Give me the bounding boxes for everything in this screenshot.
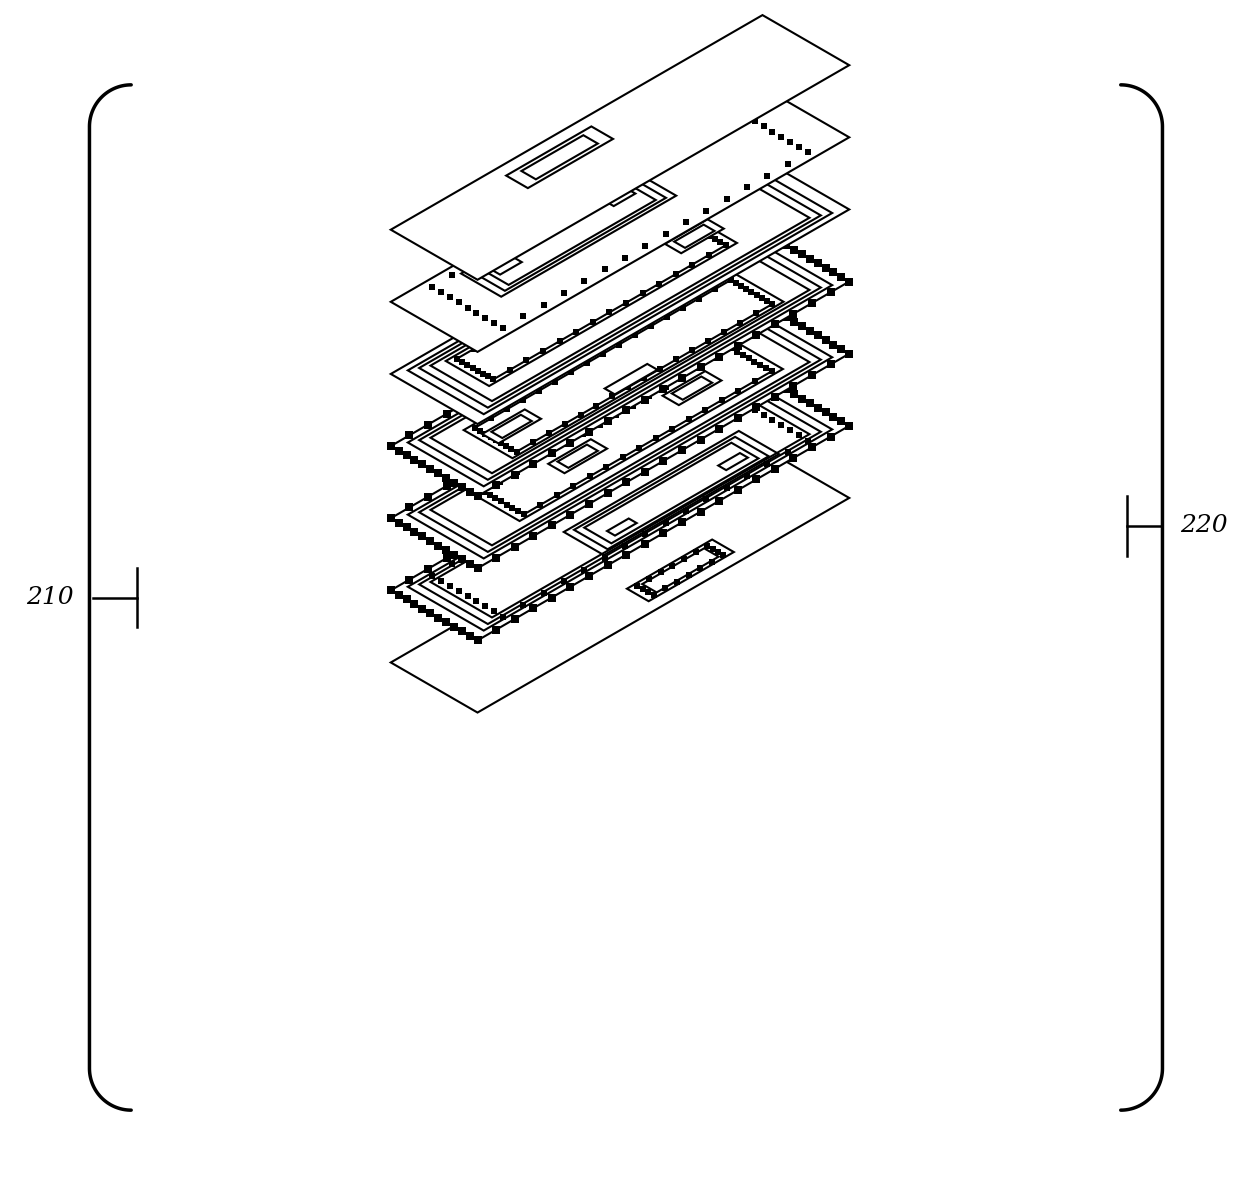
Polygon shape — [482, 410, 541, 443]
Polygon shape — [391, 448, 849, 712]
Polygon shape — [391, 304, 849, 569]
Polygon shape — [627, 539, 734, 601]
Polygon shape — [605, 364, 657, 394]
Polygon shape — [548, 440, 608, 473]
Polygon shape — [665, 219, 724, 253]
Polygon shape — [642, 549, 719, 593]
Polygon shape — [492, 257, 522, 275]
Polygon shape — [445, 217, 737, 386]
Text: 210: 210 — [26, 586, 74, 609]
Polygon shape — [662, 372, 722, 405]
Polygon shape — [464, 274, 784, 458]
Polygon shape — [718, 453, 748, 470]
Polygon shape — [391, 232, 849, 496]
Polygon shape — [472, 342, 782, 521]
Polygon shape — [391, 16, 849, 280]
Polygon shape — [608, 519, 636, 535]
Polygon shape — [606, 189, 635, 206]
Polygon shape — [391, 87, 849, 351]
Polygon shape — [521, 135, 598, 179]
Text: 220: 220 — [1180, 515, 1228, 538]
Polygon shape — [391, 375, 849, 641]
Polygon shape — [391, 159, 849, 424]
Polygon shape — [506, 127, 613, 188]
